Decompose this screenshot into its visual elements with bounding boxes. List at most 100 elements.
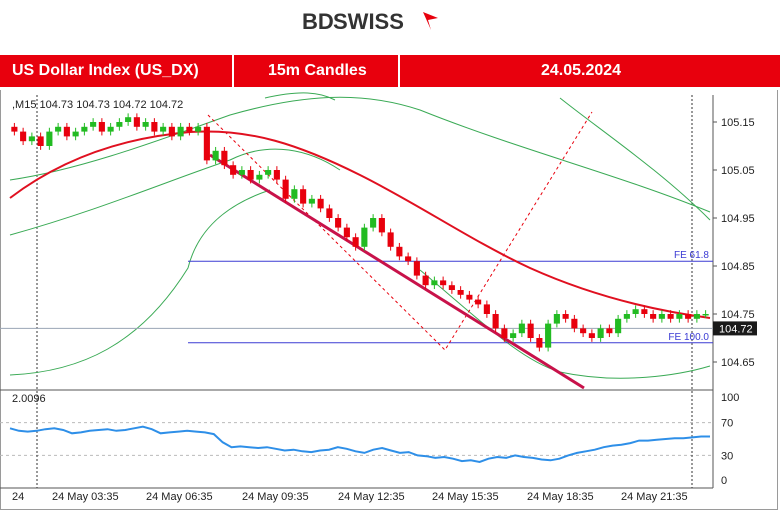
price-tick-label: 104.75 [721, 309, 755, 321]
candle-body [352, 237, 359, 247]
candle-body [212, 150, 219, 161]
candle-body [265, 170, 272, 175]
candle-body [335, 218, 342, 228]
candle-body [160, 126, 167, 132]
candle-body [658, 314, 665, 319]
bollinger-band [9, 96, 711, 213]
candle-body [317, 198, 324, 209]
fib-level-label: FE 61.8 [674, 250, 709, 261]
candle-body [457, 290, 464, 295]
brand-arrow-icon [423, 12, 438, 30]
candle-body [685, 314, 692, 319]
bollinger-band [559, 97, 711, 221]
candle-body [483, 304, 490, 314]
candle-body [98, 122, 105, 132]
time-tick-label: 24 May 18:35 [527, 491, 594, 503]
moving-average-line [9, 130, 711, 319]
candle-body [413, 261, 420, 276]
candle-body [11, 126, 18, 132]
candle-body [238, 170, 245, 175]
candle-body [588, 333, 595, 338]
candle-body [396, 246, 403, 257]
candle-body [387, 232, 394, 247]
candle-body [20, 131, 27, 142]
fib-projection-line [207, 111, 593, 351]
candle-body [195, 126, 202, 132]
candle-body [536, 338, 543, 348]
candle-body [133, 117, 140, 127]
candle-body [466, 294, 473, 300]
date-label: 24.05.2024 [541, 62, 622, 79]
candle-body [361, 227, 368, 247]
candle-body [615, 318, 622, 334]
candle-body [230, 165, 237, 175]
downtrend-channel-line [209, 153, 585, 390]
osc-tick-label: 70 [721, 418, 733, 430]
candle-body [151, 122, 158, 132]
candle-body [518, 323, 525, 334]
time-tick-label: 24 May 15:35 [432, 491, 499, 503]
candle-body [632, 309, 639, 314]
candle-body [282, 179, 289, 199]
candle-body [300, 189, 307, 204]
candle-body [46, 131, 53, 146]
price-tick-label: 105.15 [721, 117, 755, 129]
brand-logo: BD SWISS [0, 6, 780, 36]
osc-tick-label: 0 [721, 475, 727, 487]
candle-body [256, 174, 263, 180]
candle-body [650, 314, 657, 319]
candle-body [448, 285, 455, 290]
candle-body [492, 314, 499, 329]
candle-body [378, 218, 385, 233]
bollinger-band [419, 269, 711, 379]
candle-body [142, 122, 149, 127]
price-tick-label: 104.85 [721, 261, 755, 273]
banner-divider [398, 55, 400, 87]
candle-body [72, 131, 79, 137]
price-tick-label: 105.05 [721, 165, 755, 177]
candle-body [693, 314, 700, 319]
candle-body [562, 314, 569, 319]
candle-body [606, 328, 613, 334]
candle-body [116, 122, 123, 127]
bollinger-band [9, 148, 341, 236]
current-price-label: 104.72 [719, 323, 753, 335]
candle-body [510, 333, 517, 338]
current-price-box [713, 321, 757, 336]
candle-body [405, 256, 412, 262]
candle-body [273, 170, 280, 180]
candle-body [527, 323, 534, 338]
candle-body [63, 126, 70, 137]
candle-body [370, 218, 377, 228]
candle-body [545, 323, 552, 348]
candle-body [702, 314, 709, 316]
candle-body [440, 280, 447, 286]
banner-divider [232, 55, 234, 87]
candle-body [291, 189, 298, 199]
candle-body [475, 299, 482, 305]
brand-swiss: SWISS [333, 9, 404, 34]
candle-body [203, 126, 210, 161]
time-tick-label: 24 May 21:35 [621, 491, 688, 503]
candle-body [431, 280, 438, 286]
brand-bd: BD [302, 9, 334, 34]
candle-body [221, 150, 228, 166]
candle-body [553, 314, 560, 324]
candle-body [168, 126, 175, 137]
instrument-title: US Dollar Index (US_DX) [12, 62, 199, 79]
candle-body [641, 309, 648, 314]
candle-body [343, 227, 350, 238]
candle-body [308, 198, 315, 204]
candle-body [597, 328, 604, 338]
osc-tick-label: 100 [721, 392, 739, 404]
candle-body [55, 126, 62, 132]
price-tick-label: 104.95 [721, 213, 755, 225]
candle-body [81, 126, 88, 132]
symbol-info: ,M15 104.73 104.73 104.72 104.72 [12, 99, 183, 111]
candle-body [28, 136, 35, 142]
candle-body [125, 117, 132, 122]
bollinger-band [264, 92, 336, 101]
time-tick-label: 24 [12, 491, 24, 503]
time-tick-label: 24 May 12:35 [338, 491, 405, 503]
candle-body [107, 126, 114, 132]
